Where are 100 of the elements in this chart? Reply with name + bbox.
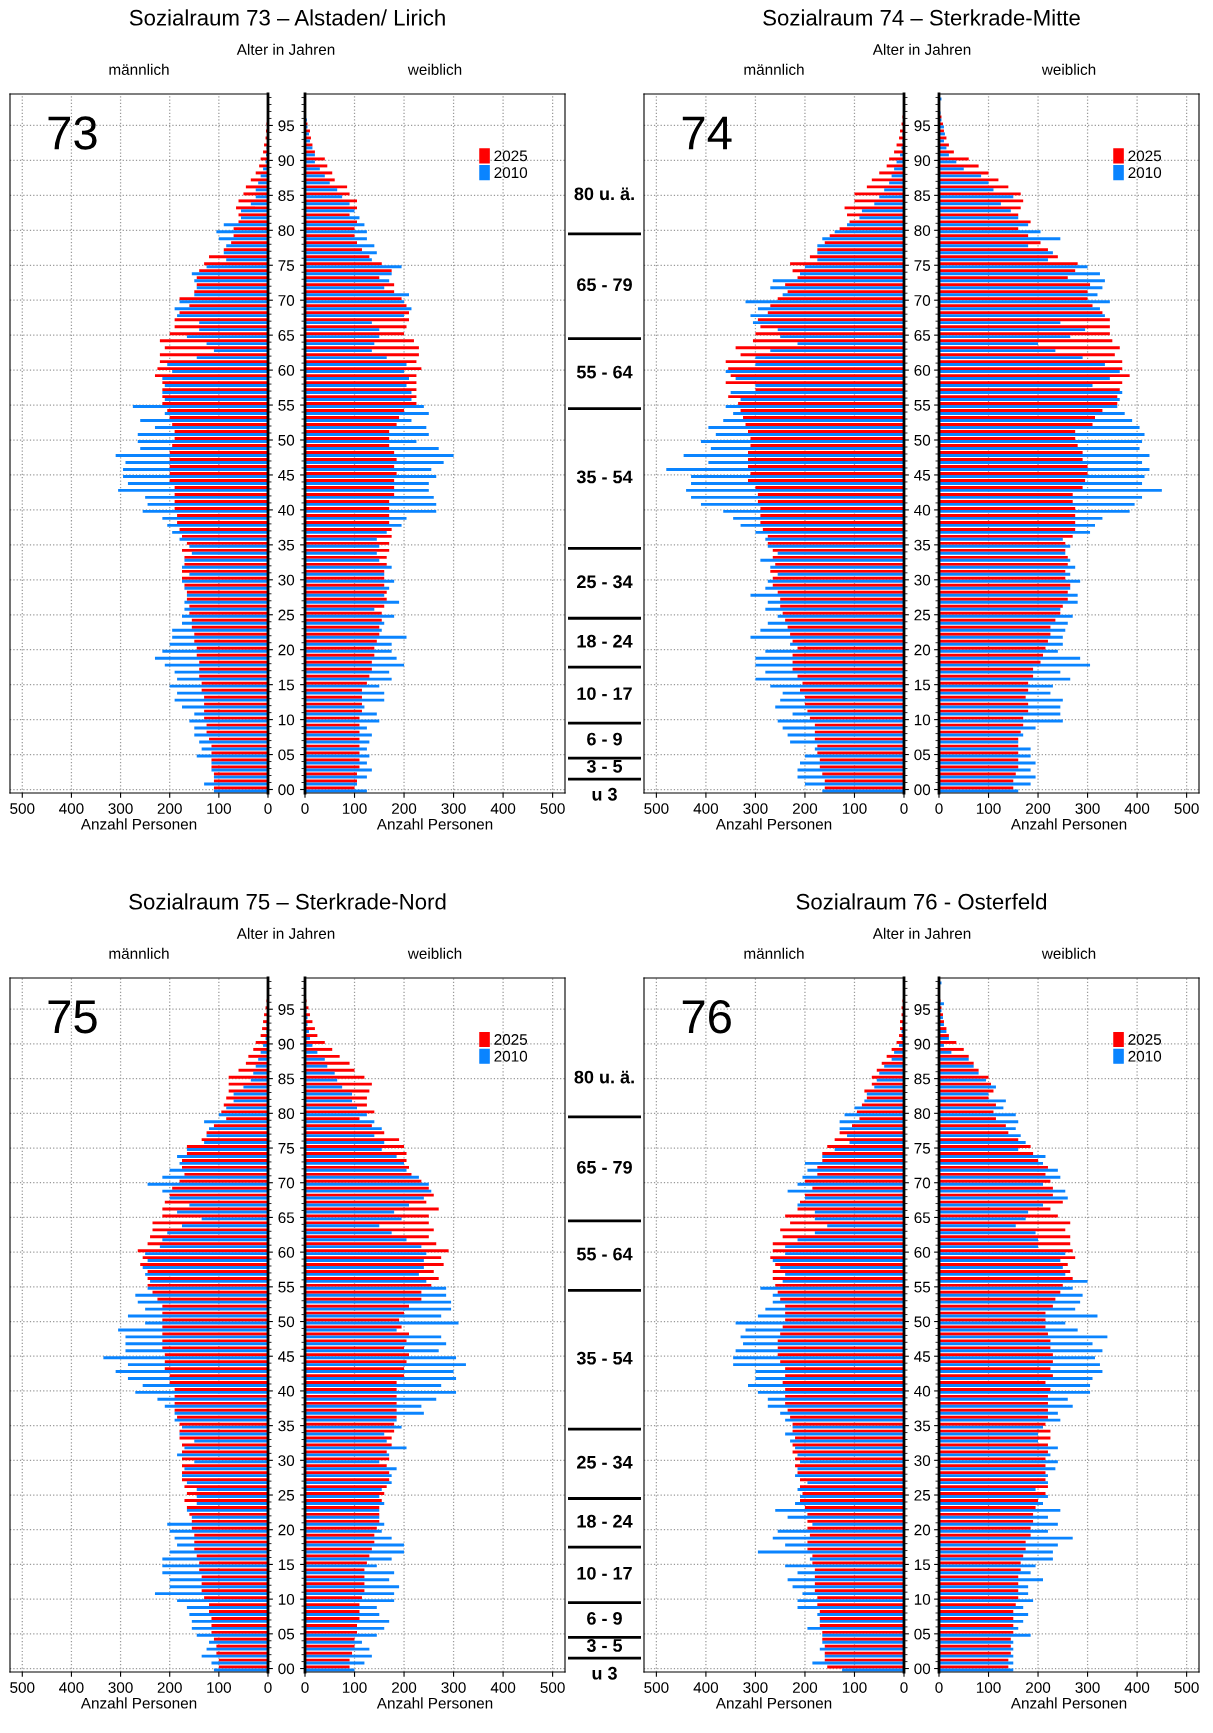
x-tick-label: 0	[935, 1682, 943, 1693]
legend-label: 2010	[1128, 1050, 1162, 1062]
y-axis-title: Alter in Jahren	[872, 927, 971, 939]
x-axis-title: Anzahl Personen	[1010, 818, 1127, 830]
x-axis-title: Anzahl Personen	[715, 818, 832, 830]
y-tick-label: 50	[914, 1316, 931, 1328]
x-tick-label: 200	[392, 803, 417, 814]
y-tick-label: 80	[278, 225, 295, 236]
y-tick-label: 55	[278, 400, 295, 411]
y-tick-label: 45	[278, 469, 295, 481]
y-tick-label: 60	[914, 364, 931, 376]
x-axis-title: Anzahl Personen	[80, 818, 197, 830]
y-tick-label: 15	[278, 679, 295, 691]
x-tick-label: 400	[59, 803, 84, 814]
y-tick-label: 05	[278, 1628, 295, 1640]
x-tick-label: 200	[1026, 803, 1051, 814]
chart-subtitle: weiblich	[1041, 63, 1096, 75]
text: u 3	[592, 1666, 617, 1680]
chart-subtitle: männlich	[109, 947, 169, 959]
y-tick-label: 40	[914, 504, 931, 516]
y-tick-label: 45	[278, 1351, 295, 1362]
x-tick-label: 200	[792, 1682, 818, 1693]
text: 6 - 9	[587, 732, 622, 746]
text: u 3	[592, 787, 617, 801]
y-tick-label: 60	[278, 364, 295, 376]
y-axis-title: Alter in Jahren	[872, 43, 971, 55]
y-tick-label: 50	[278, 434, 295, 446]
chart-title: Sozialraum 73 – Alstaden/ Lirich	[129, 9, 445, 26]
y-tick-label: 15	[278, 1559, 295, 1571]
x-tick-label: 100	[976, 1682, 1001, 1693]
y-tick-label: 20	[278, 1524, 295, 1536]
y-tick-label: 20	[914, 1524, 931, 1536]
y-tick-label: 25	[914, 1489, 931, 1501]
x-tick-label: 300	[1075, 803, 1100, 814]
y-tick-label: 25	[278, 1489, 295, 1501]
y-tick-label: 70	[278, 1177, 295, 1189]
legend-label: 2010	[494, 1050, 528, 1062]
text: 55 - 64	[576, 365, 633, 379]
y-tick-label: 55	[914, 400, 931, 411]
legend-label: 2025	[494, 150, 528, 162]
y-tick-label: 65	[278, 1212, 295, 1224]
y-tick-label: 80	[914, 1108, 931, 1120]
y-tick-label: 00	[278, 1663, 295, 1675]
x-tick-label: 100	[342, 803, 367, 814]
y-tick-label: 70	[278, 295, 295, 306]
text: 6 - 9	[587, 1612, 622, 1625]
y-tick-label: 10	[914, 1594, 931, 1605]
y-tick-label: 55	[914, 1281, 931, 1293]
y-tick-label: 85	[278, 1073, 295, 1085]
x-tick-label: 400	[693, 803, 719, 814]
x-tick-label: 500	[1174, 1682, 1199, 1693]
legend-label: 2025	[1128, 1034, 1162, 1045]
y-tick-label: 15	[914, 679, 931, 691]
text: 25 - 34	[577, 575, 633, 589]
x-tick-label: 200	[792, 803, 818, 814]
y-tick-label: 95	[914, 1004, 931, 1015]
text: 25 - 34	[577, 1455, 633, 1469]
y-tick-label: 10	[278, 1594, 295, 1605]
chart-subtitle: weiblich	[407, 63, 462, 75]
x-tick-label: 200	[1026, 1682, 1051, 1693]
y-tick-label: 00	[914, 1663, 931, 1675]
x-tick-label: 400	[490, 803, 516, 814]
y-tick-label: 85	[278, 190, 295, 202]
x-tick-label: 300	[743, 803, 768, 814]
x-tick-label: 100	[207, 803, 232, 814]
x-tick-label: 500	[644, 1682, 669, 1693]
text: 35 - 54	[576, 1351, 633, 1365]
y-tick-label: 35	[278, 1420, 295, 1432]
text: 10 - 17	[577, 1566, 632, 1580]
x-tick-label: 100	[842, 1682, 867, 1693]
y-tick-label: 65	[914, 1212, 931, 1224]
y-tick-label: 75	[914, 260, 931, 271]
y-tick-label: 80	[278, 1108, 295, 1120]
chart-subtitle: weiblich	[1041, 947, 1096, 959]
x-tick-label: 300	[441, 1682, 466, 1693]
x-tick-label: 300	[441, 803, 466, 814]
x-axis-title: Anzahl Personen	[1010, 1697, 1127, 1709]
x-tick-label: 500	[540, 1682, 565, 1693]
y-tick-label: 40	[914, 1385, 931, 1397]
y-tick-label: 45	[914, 1351, 931, 1362]
x-tick-label: 100	[207, 1682, 232, 1693]
x-tick-label: 0	[301, 803, 309, 814]
x-tick-label: 500	[10, 803, 35, 814]
x-tick-label: 0	[900, 1682, 908, 1693]
y-tick-label: 95	[278, 1004, 295, 1015]
y-tick-label: 05	[914, 749, 931, 761]
chart-subtitle: männlich	[744, 947, 804, 959]
y-tick-label: 20	[278, 644, 295, 656]
y-tick-label: 35	[278, 539, 295, 551]
y-tick-label: 90	[278, 155, 295, 167]
y-tick-label: 85	[914, 190, 931, 202]
x-tick-label: 500	[644, 803, 669, 814]
x-tick-label: 0	[301, 1682, 309, 1693]
y-tick-label: 05	[278, 749, 295, 761]
x-tick-label: 0	[264, 803, 272, 814]
legend-label: 2025	[1128, 150, 1162, 162]
chart-subtitle: männlich	[109, 63, 169, 75]
text: 65 - 79	[577, 1160, 632, 1174]
text: 80 u. ä.	[574, 187, 634, 201]
y-tick-label: 30	[914, 574, 931, 586]
